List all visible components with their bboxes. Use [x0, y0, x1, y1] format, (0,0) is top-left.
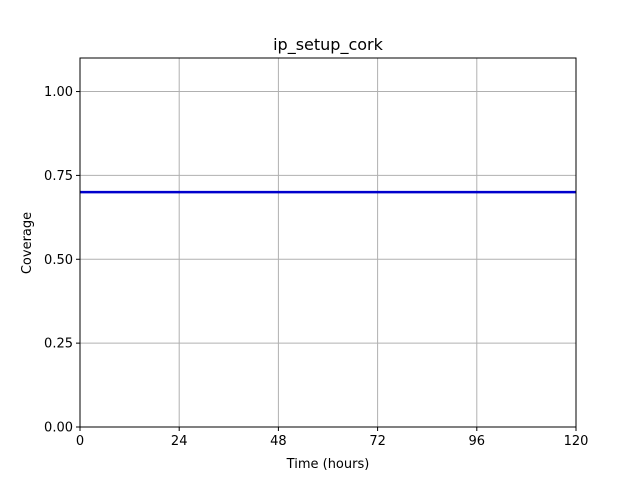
x-axis-ticks: 0 24 48 72 96 120	[76, 427, 589, 449]
y-tick-label: 0.25	[44, 337, 73, 352]
y-axis-ticks: 0.00 0.25 0.50 0.75 1.00	[44, 85, 80, 436]
x-tick-label: 24	[171, 434, 188, 449]
y-tick-label: 0.75	[44, 169, 73, 184]
x-tick-label: 48	[270, 434, 287, 449]
x-tick-label: 96	[469, 434, 486, 449]
y-tick-label: 0.50	[44, 253, 73, 268]
x-tick-label: 120	[564, 434, 589, 449]
x-tick-label: 72	[369, 434, 386, 449]
chart-title: ip_setup_cork	[273, 35, 384, 55]
x-tick-label: 0	[76, 434, 84, 449]
x-axis-label: Time (hours)	[286, 457, 370, 472]
y-tick-label: 1.00	[44, 85, 73, 100]
y-tick-label: 0.00	[44, 421, 73, 436]
plot-frame	[79, 57, 577, 428]
y-axis-label: Coverage	[20, 212, 35, 274]
